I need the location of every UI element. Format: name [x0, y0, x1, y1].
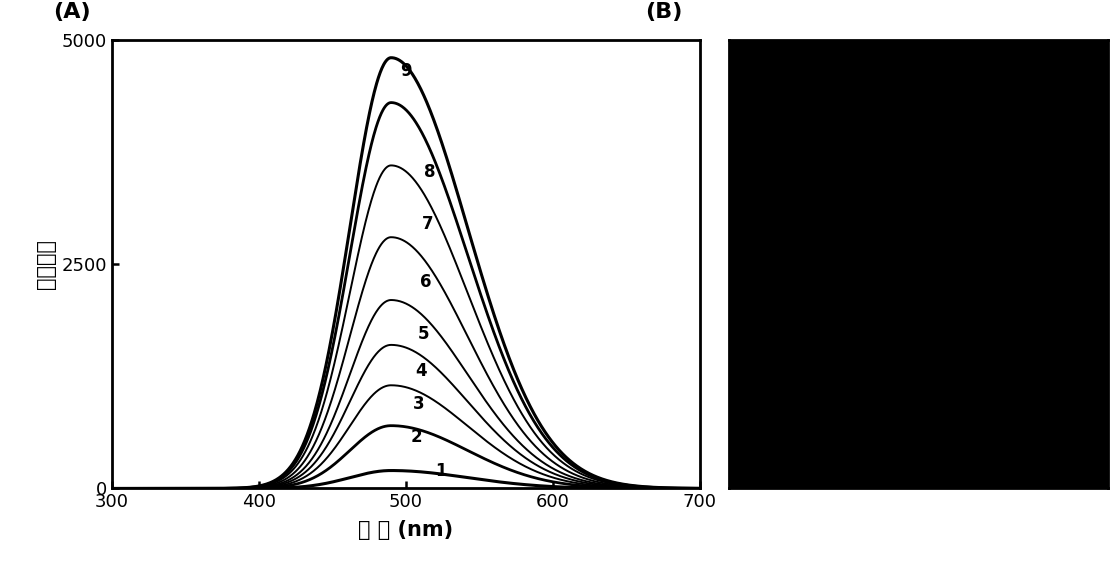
Text: 7: 7 — [422, 215, 433, 232]
Text: 8: 8 — [424, 163, 435, 181]
Text: 2: 2 — [411, 428, 423, 446]
Text: 4: 4 — [415, 362, 427, 380]
Text: 9: 9 — [399, 62, 412, 80]
Text: (A): (A) — [53, 2, 91, 22]
Text: 5: 5 — [417, 325, 429, 343]
Text: (B): (B) — [646, 2, 683, 22]
Text: 3: 3 — [413, 395, 425, 413]
Text: 6: 6 — [420, 273, 431, 291]
Text: 1: 1 — [435, 462, 446, 479]
X-axis label: 波 长 (nm): 波 长 (nm) — [358, 520, 453, 540]
Y-axis label: 荧光强度: 荧光强度 — [36, 239, 56, 289]
